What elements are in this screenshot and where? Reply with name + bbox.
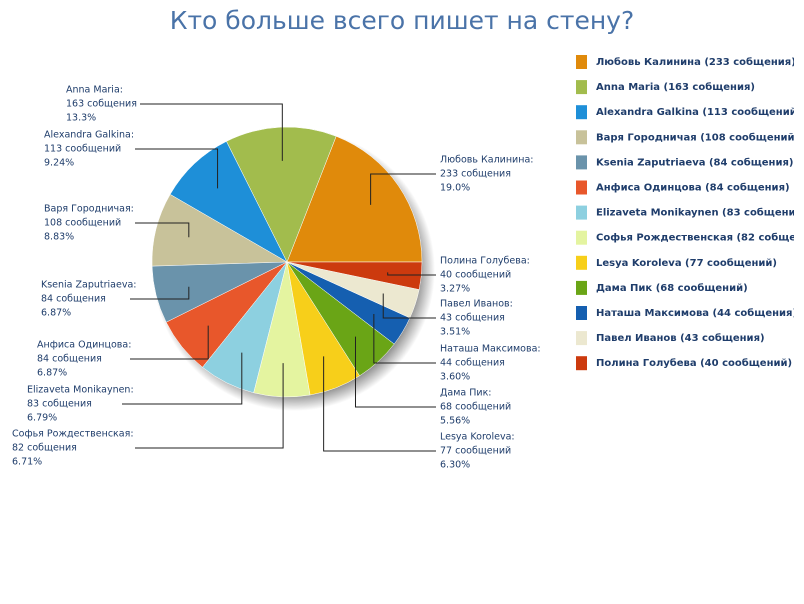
slice-label: Дама Пик: [440,388,492,399]
slice-label: 6.79% [27,413,57,424]
slice-label: 3.27% [440,284,470,295]
legend-label: Дама Пик (68 сообщений) [596,282,748,294]
slice-label: Наташа Максимова: [440,344,541,355]
slice-label: Ksenia Zaputriaeva: [41,280,137,291]
legend-label: Софья Рождественская (82 собщения) [596,232,804,244]
slice-label: 5.56% [440,416,470,427]
slice-label: 43 собщения [440,313,505,324]
slice-label: 40 сообщений [440,270,511,281]
legend-swatch [576,130,587,145]
leader-line [354,336,436,408]
leader-line [135,363,284,449]
legend-swatch [576,155,587,170]
slice-label: 83 собщения [27,399,92,410]
leader-line [387,272,436,276]
slice-label: 6.87% [41,308,71,319]
slice-label: Любовь Калинина: [440,155,533,166]
legend-label: Alexandra Galkina (113 сообщений) [596,106,801,118]
slice-label: 13.3% [66,113,96,124]
pie-slice [286,261,423,290]
legend-label: Anna Maria (163 собщения) [596,81,755,93]
legend-label: Полина Голубева (40 сообщений) [596,357,792,369]
leader-line [140,103,283,161]
legend-swatch [576,306,587,320]
slice-label: Павел Иванов: [440,299,513,310]
leader-line [135,222,190,238]
legend-swatch [576,205,587,220]
leader-line [373,314,436,364]
legend-label: Павел Иванов (43 собщения) [596,332,765,344]
leader-line [323,356,436,452]
leader-line [130,286,190,300]
leader-line [382,293,436,319]
slice-label: Lesya Koroleva: [440,432,515,443]
slice-label: Варя Городничая: [44,204,134,215]
slice-label: 108 сообщений [44,218,121,229]
chart-title: Кто больше всего пишет на стену? [170,6,635,35]
legend-label: Elizaveta Monikaynen (83 собщения) [596,207,804,219]
pie-slice [226,126,337,263]
slice-label: Anna Maria: [66,85,123,96]
slice-label: 84 собщения [37,354,102,365]
pie-slice [169,141,288,263]
legend-swatch [576,180,587,195]
slice-label: 113 сообщений [44,144,121,155]
slice-label: Elizaveta Monikaynen: [27,385,134,396]
slice-label: 82 собщения [12,443,77,454]
legend-label: Ksenia Zaputriaeva (84 собщения) [596,156,793,168]
legend-label: Анфиса Одинцова (84 собщения) [596,182,790,194]
slice-label: Анфиса Одинцова: [37,340,131,351]
slice-label: 163 собщения [66,99,137,110]
leader-line [122,352,243,405]
slice-label: 19.0% [440,183,470,194]
legend: Любовь Калинина (233 собщения) Anna Maria… [576,55,804,371]
legend-swatch [576,331,587,346]
slice-label: 6.30% [440,460,470,471]
slice-label: 84 собщения [41,294,106,305]
slice-label: 8.83% [44,232,74,243]
legend-swatch [576,55,587,69]
leader-line [130,325,209,360]
leader-line [370,173,436,205]
slice-label: Софья Рождественская: [12,429,134,440]
slice-label: Полина Голубева: [440,256,530,267]
legend-swatch [576,80,587,95]
legend-swatch [576,356,587,371]
slice-label: 68 сообщений [440,402,511,413]
slice-label: 233 собщения [440,169,511,180]
legend-label: Наташа Максимова (44 собщения) [596,307,797,319]
pie-slice [286,135,423,263]
slice-label: 3.51% [440,327,470,338]
legend-swatch [576,255,587,270]
slice-label: 6.71% [12,457,42,468]
legend-label: Любовь Калинина (233 собщения) [596,56,796,68]
legend-label: Lesya Koroleva (77 сообщений) [596,257,777,269]
slice-label: 6.87% [37,368,67,379]
legend-swatch [576,105,587,120]
slice-label: 9.24% [44,158,74,169]
leader-line [135,148,219,189]
slice-label: Alexandra Galkina: [44,130,134,141]
slice-label: 3.60% [440,372,470,383]
legend-label: Варя Городничая (108 сообщений) [596,131,799,143]
legend-swatch [576,280,587,295]
legend-swatch [576,230,587,245]
slice-label: 44 собщения [440,358,505,369]
slice-label: 77 сообщений [440,446,511,457]
